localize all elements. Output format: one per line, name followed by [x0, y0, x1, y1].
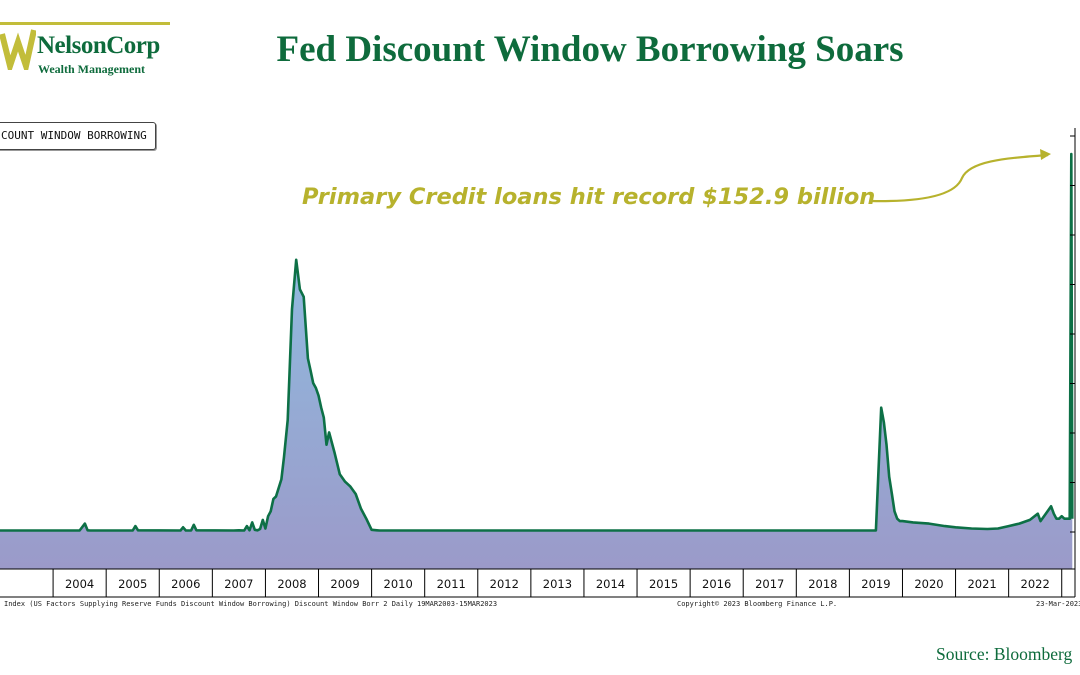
series-area-fill [0, 154, 1073, 569]
x-tick-label: 2022 [1021, 577, 1050, 591]
x-tick-label: 2018 [808, 577, 837, 591]
x-tick-label: 2014 [596, 577, 625, 591]
footnote-date: 23-Mar-2023 [1036, 600, 1080, 608]
logo-w-mark-icon [0, 29, 36, 70]
x-tick-label: 2015 [649, 577, 678, 591]
x-tick-label: 2011 [437, 577, 466, 591]
chart: 2004 2005 2006 2007 2008 2009 2010 2011 2012 2013… [0, 128, 1076, 598]
annotation-arrow [870, 153, 1049, 203]
footnote-index: Index (US Factors Supplying Reserve Fund… [4, 600, 498, 608]
x-tick-label: 2012 [490, 577, 519, 591]
x-tick-label: 2016 [702, 577, 731, 591]
source-label: Source: Bloomberg [936, 644, 1073, 664]
x-tick-label: 2021 [967, 577, 996, 591]
series-line [0, 152, 1074, 532]
axis-layer: 2004 2005 2006 2007 2008 2009 2010 2011 2012 2013… [0, 128, 1076, 598]
annotation-text: Primary Credit loans hit record $152.9 b… [302, 184, 876, 210]
footnote-copyright: Copyright© 2023 Bloomberg Finance L.P. [677, 600, 838, 608]
area-layer [0, 152, 1074, 569]
logo-subtitle: Wealth Management [38, 62, 145, 76]
x-tick-label: 2009 [330, 577, 359, 591]
x-tick-label: 2017 [755, 577, 784, 591]
logo: NelsonCorp Wealth Management [0, 22, 175, 78]
x-tick-label: 2008 [277, 577, 306, 591]
x-tick-label: 2013 [543, 577, 572, 591]
logo-brand: NelsonCorp [37, 32, 160, 59]
x-tick-label: 2006 [171, 577, 200, 591]
x-tick-label: 2010 [384, 577, 413, 591]
x-tick-label: 2007 [224, 577, 253, 591]
page-title: Fed Discount Window Borrowing Soars [276, 29, 904, 70]
legend-box: COUNT WINDOW BORROWING [0, 122, 156, 150]
x-tick-label: 2020 [914, 577, 943, 591]
logo-bar [0, 22, 170, 25]
annotation-arrowhead [1040, 149, 1051, 160]
x-tick-label: 2019 [861, 577, 890, 591]
x-tick-label: 2005 [118, 577, 147, 591]
x-tick-label: 2004 [65, 577, 94, 591]
